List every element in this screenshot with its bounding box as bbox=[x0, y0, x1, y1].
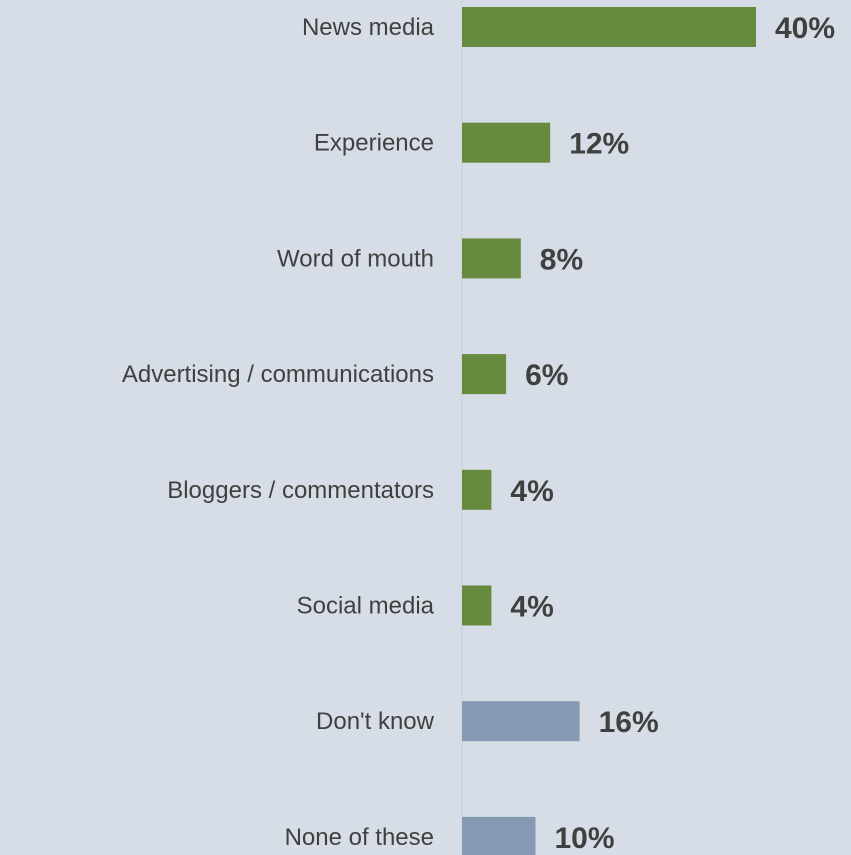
category-label: Experience bbox=[314, 130, 434, 157]
bar-2 bbox=[462, 238, 521, 279]
bar-5 bbox=[462, 585, 492, 626]
bar-4 bbox=[462, 469, 492, 510]
bar-7 bbox=[462, 816, 536, 855]
category-label: News media bbox=[302, 14, 435, 41]
value-label: 10% bbox=[555, 822, 615, 855]
category-label: Social media bbox=[297, 593, 435, 620]
bars-group bbox=[462, 7, 756, 855]
value-label: 40% bbox=[775, 12, 835, 45]
category-label: None of these bbox=[285, 824, 434, 851]
category-label: Don't know bbox=[316, 708, 435, 735]
bar-0 bbox=[462, 7, 756, 47]
value-label: 16% bbox=[599, 706, 659, 739]
value-label: 12% bbox=[569, 128, 629, 161]
value-label: 6% bbox=[525, 359, 568, 392]
value-label: 4% bbox=[510, 591, 553, 624]
bar-3 bbox=[462, 354, 507, 395]
bar-1 bbox=[462, 122, 551, 163]
category-labels-group: News media Experience Word of mouth Adverti… bbox=[122, 14, 435, 851]
category-label: Word of mouth bbox=[277, 245, 434, 272]
value-label: 4% bbox=[510, 475, 553, 508]
value-label: 8% bbox=[540, 243, 583, 276]
bar-6 bbox=[462, 701, 580, 742]
category-label: Advertising / communications bbox=[122, 361, 434, 388]
value-labels-group: 40% 12% 8% 6% 4% 4% 16% 10% bbox=[510, 12, 835, 855]
category-label: Bloggers / commentators bbox=[167, 477, 434, 504]
